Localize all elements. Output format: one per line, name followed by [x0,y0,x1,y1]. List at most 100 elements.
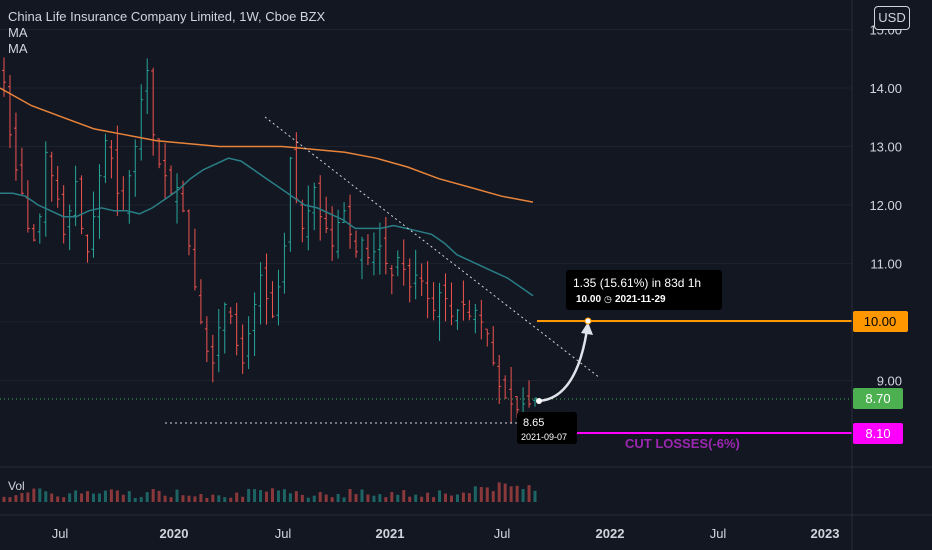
candle [365,234,370,265]
candle [109,139,114,179]
volume-bar [467,493,471,502]
volume-bar [497,482,501,502]
volume-bar [38,488,42,502]
volume-bar [169,497,173,502]
candle [246,316,251,370]
candle [216,308,221,373]
volume-bar [181,495,185,502]
currency-button[interactable]: USD [874,6,910,30]
measure-label-box: 1.35 (15.61%) in 83d 1h 10.00 ◷ 2021-11-… [566,270,722,310]
current-price-tag: 8.70 [853,388,903,409]
candle [348,194,353,249]
candle [222,302,227,354]
candle [389,265,394,295]
candle [7,74,12,149]
measure-end-date: 2021-11-29 [615,294,666,305]
indicator-ma-1[interactable]: MA [8,25,28,40]
volume-bar [44,491,48,502]
candle [240,324,245,375]
volume-bar [2,496,6,502]
candle [37,213,42,244]
measure-end-value: 10.00 [576,294,601,305]
candle [407,258,412,303]
volume-bar [145,492,149,502]
volume-bar [294,491,298,502]
candle [55,166,60,208]
candle [204,316,209,363]
candle [234,302,239,356]
candle [413,249,418,300]
candle [306,185,311,251]
price-tick-label: 11.00 [870,257,902,272]
candle [210,334,215,383]
candle [276,269,281,326]
volume-bar [115,490,119,502]
volume-bar [56,496,60,502]
candle [192,228,197,291]
volume-bar [193,496,197,502]
candle [312,182,317,231]
volume-bar [26,492,30,502]
volume-bar [420,496,424,502]
candle [121,176,126,212]
volume-bar [62,497,66,502]
volume-bar [127,491,131,502]
volume-bar [103,490,107,502]
volume-bar [479,487,483,502]
measure-arrowhead [581,322,593,335]
volume-bar [97,493,101,502]
volume-bar [253,489,257,502]
candle [186,209,191,256]
time-tick-label: 2023 [811,526,840,541]
volume-bar [211,494,215,502]
measure-change-text: 1.35 (15.61%) in 83d 1h [573,276,701,290]
volume-bar [378,494,382,502]
volume-bar [109,489,113,502]
candle [157,138,162,169]
candle [491,326,496,366]
moving-average-slow [0,87,534,203]
candle [485,328,490,347]
volume-bar [8,497,12,502]
indicator-ma-2[interactable]: MA [8,41,28,56]
candle [228,307,233,325]
target-price-text: 10.00 [864,314,897,329]
volume-bar [396,494,400,502]
candle [461,280,466,321]
volume-bar [509,486,513,502]
candle [151,67,156,156]
candle [139,84,144,161]
candle [31,223,36,242]
volume-bar [444,493,448,502]
volume-bar [259,490,263,502]
candle [282,232,287,294]
candle [91,191,96,258]
volume-bar [157,490,161,502]
volume-bar [360,489,364,502]
volume-bar [426,492,430,502]
volume-bar [402,490,406,502]
candle [133,139,138,197]
time-tick-label: 2020 [160,526,189,541]
volume-bar [342,497,346,502]
measure-start-box: 8.65 2021-09-07 [517,412,577,444]
candle [103,133,108,184]
candle [288,156,293,252]
volume-bar [265,491,269,502]
candle [61,185,66,244]
candle [67,204,72,251]
volume-bars [2,482,537,502]
volume-bar [312,495,316,502]
volume-bar [32,488,36,502]
candle [85,234,90,263]
candle [479,299,484,340]
time-tick-label: Jul [52,526,69,541]
volume-bar [223,497,227,502]
volume-bar [229,497,233,502]
volume-bar [384,497,388,502]
candle [395,250,400,277]
volume-bar [187,495,191,502]
measure-start-date: 2021-09-07 [521,432,567,442]
